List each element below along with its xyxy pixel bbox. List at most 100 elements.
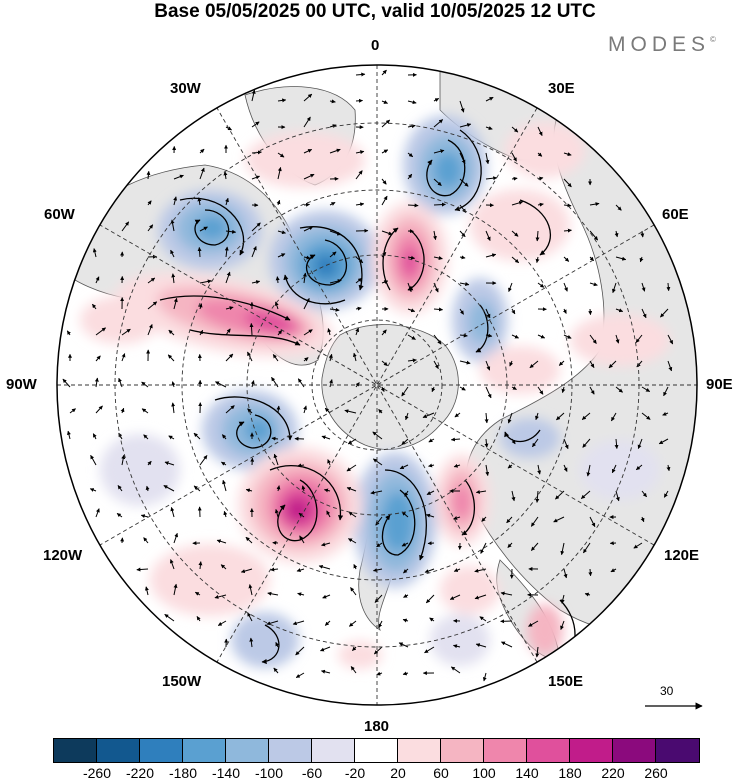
wind-vector — [353, 564, 358, 570]
colorbar-swatch — [269, 739, 312, 762]
wind-vector — [270, 567, 279, 572]
wind-vector — [404, 412, 409, 421]
wind-vector — [326, 510, 331, 518]
wind-vector — [381, 178, 387, 185]
wind-vector — [141, 381, 149, 388]
wind-vector — [485, 152, 490, 165]
wind-vector — [535, 230, 540, 242]
wind-vector — [197, 197, 202, 206]
wind-vector — [459, 282, 470, 286]
wind-vector — [381, 195, 388, 206]
colorbar-swatch — [355, 739, 398, 762]
wind-vector — [531, 438, 539, 448]
colorbar-tick-label: 100 — [472, 765, 496, 781]
wind-vector — [62, 378, 71, 388]
wind-vector — [529, 360, 539, 369]
wind-vector — [121, 328, 131, 336]
streamlines — [159, 129, 576, 666]
lon-label-30e: 30E — [548, 80, 575, 97]
wind-vector — [374, 594, 383, 603]
wind-vector — [121, 454, 126, 466]
wind-vector — [322, 594, 331, 599]
wind-vector — [329, 230, 342, 236]
wind-vector — [563, 568, 568, 579]
wind-vector — [433, 256, 443, 260]
wind-vector — [381, 329, 387, 336]
wind-vector — [247, 408, 253, 414]
streamline — [269, 465, 344, 521]
wind-vector — [511, 308, 516, 315]
wind-vector — [433, 334, 442, 345]
wind-vector — [509, 360, 514, 367]
wind-vector — [633, 542, 643, 549]
anomaly-negative — [382, 492, 414, 552]
colorbar-tick-label: -140 — [211, 765, 241, 781]
wind-vector — [537, 386, 544, 395]
streamline — [504, 429, 541, 443]
wind-vector — [640, 230, 645, 238]
wind-vector — [225, 306, 234, 311]
wind-vector — [168, 329, 175, 336]
wind-vector — [136, 567, 149, 572]
wind-vector — [530, 516, 539, 527]
wind-vector — [589, 360, 595, 368]
wind-vector — [116, 512, 123, 518]
colorbar-swatch — [570, 739, 613, 762]
wind-vector — [589, 230, 599, 241]
wind-vector — [303, 405, 307, 414]
wind-vector — [381, 149, 389, 154]
wind-vector — [303, 116, 311, 128]
colorbar-swatch — [527, 739, 570, 762]
wind-vector — [95, 355, 101, 362]
wind-vector — [380, 386, 385, 392]
anomaly-negative — [196, 216, 228, 240]
anomaly-negative — [314, 254, 338, 278]
wind-vector — [459, 386, 466, 391]
wind-vector — [511, 230, 519, 237]
wind-vector — [401, 542, 409, 547]
wind-vector — [589, 334, 597, 344]
wind-vector — [302, 272, 307, 284]
wind-vector — [344, 409, 357, 414]
anomaly-positive — [505, 122, 585, 178]
anomaly-positive — [480, 346, 560, 394]
wind-vector — [403, 568, 409, 574]
wind-vector — [537, 126, 543, 136]
anomaly-negative — [468, 300, 496, 344]
colorbar-tick-label: 220 — [601, 765, 625, 781]
wind-vector — [450, 437, 461, 442]
wind-vector — [66, 330, 71, 336]
wind-vector — [171, 381, 176, 388]
wind-vector — [222, 479, 227, 492]
anomaly-positive — [570, 314, 670, 366]
wind-vector — [508, 282, 513, 292]
wind-vector — [453, 568, 461, 572]
anomaly-negative — [580, 440, 660, 500]
wind-vector — [560, 542, 565, 556]
wind-vector — [535, 256, 540, 263]
wind-vector — [199, 148, 205, 154]
wind-vector — [147, 324, 153, 336]
wind-vector — [641, 386, 651, 393]
wind-vector — [381, 69, 387, 76]
wind-vector — [277, 152, 285, 158]
wind-vector — [378, 409, 383, 414]
wind-vector — [329, 124, 337, 128]
wind-vector — [563, 178, 572, 188]
wind-vector — [482, 672, 487, 682]
streamline — [236, 414, 272, 449]
wind-vector — [453, 516, 461, 520]
streamline — [407, 229, 425, 291]
wind-vector — [581, 412, 591, 420]
wind-vector — [95, 327, 106, 336]
wind-vector — [297, 463, 305, 468]
anomaly-positive — [470, 189, 570, 261]
lon-label-60e: 60E — [662, 206, 689, 223]
streamline — [454, 129, 482, 212]
wind-vector — [376, 671, 383, 676]
wind-vector — [610, 568, 617, 573]
colorbar-tick-label: -180 — [168, 765, 198, 781]
wind-vector — [433, 178, 442, 186]
wind-vector — [145, 485, 150, 492]
wind-vector — [378, 620, 383, 628]
